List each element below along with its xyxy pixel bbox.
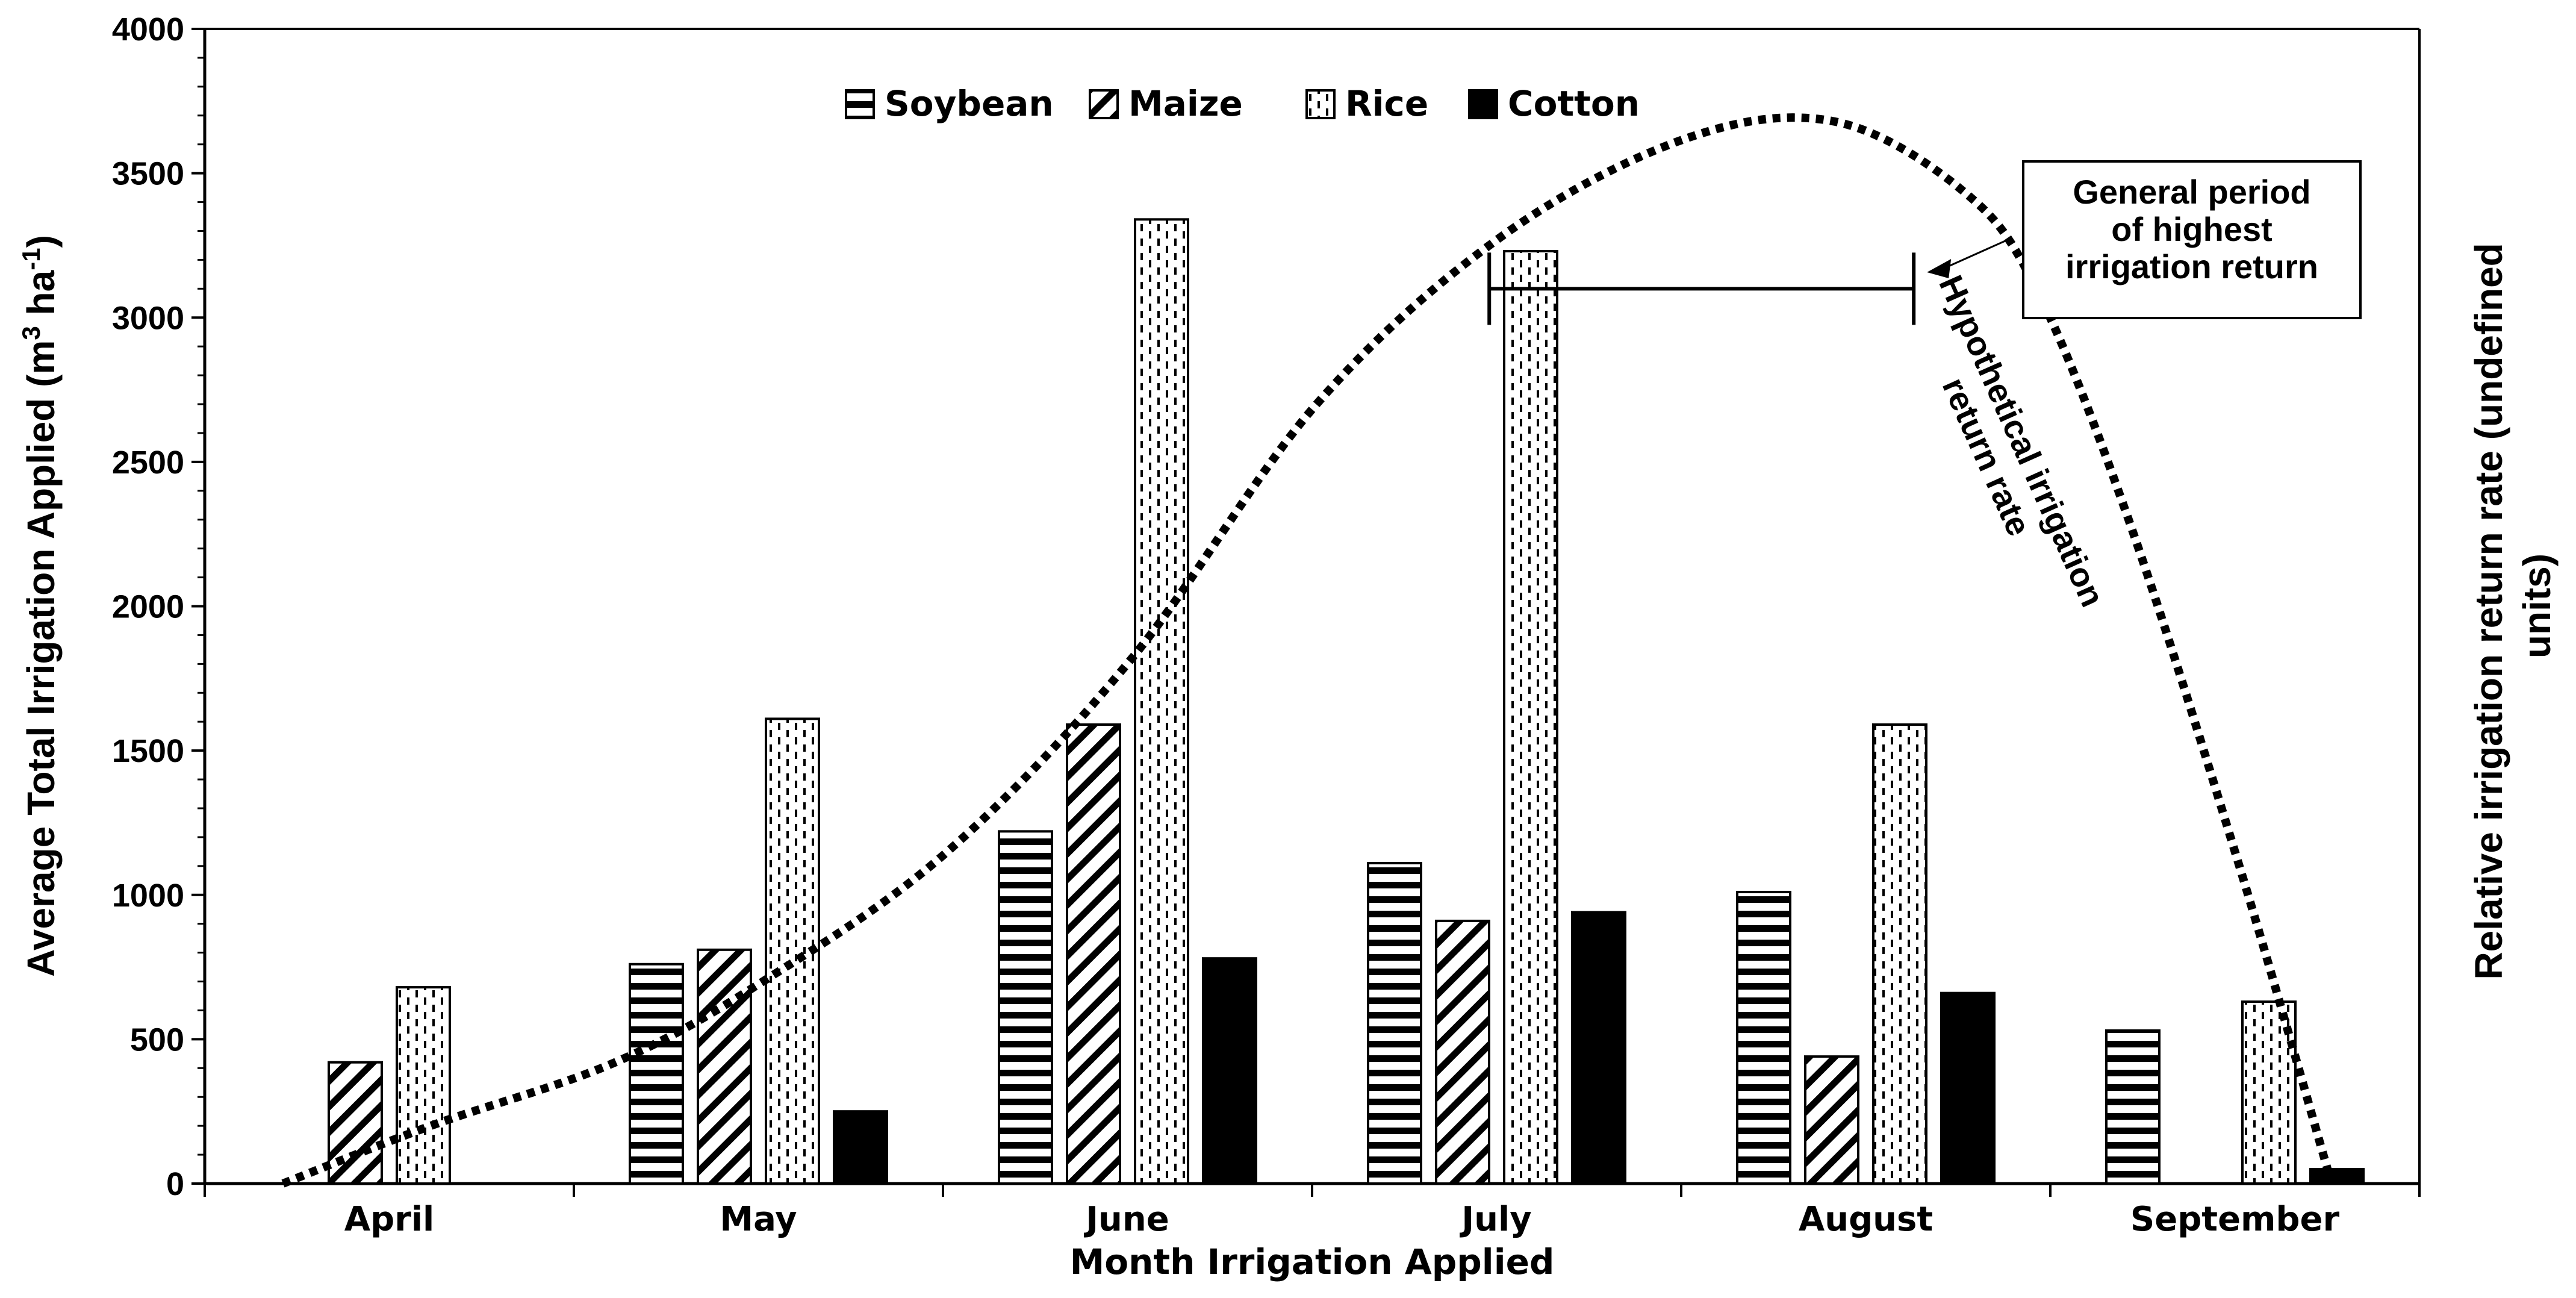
bar-soybean-june bbox=[998, 830, 1053, 1185]
bar-soybean-september bbox=[2105, 1029, 2161, 1185]
y-tick-label: 3500 bbox=[112, 156, 184, 192]
y-axis-title-main: Average Total Irrigation Applied (m bbox=[19, 340, 63, 977]
y-tick-label: 500 bbox=[130, 1022, 184, 1058]
y-tick-label: 0 bbox=[166, 1166, 184, 1202]
bar-maize-august bbox=[1804, 1055, 1859, 1185]
legend-swatch-rice bbox=[1305, 89, 1336, 119]
bar-soybean-august bbox=[1736, 890, 1791, 1185]
bar-rice-july bbox=[1503, 250, 1558, 1185]
bar-cotton-july bbox=[1571, 911, 1626, 1185]
legend-swatch-maize bbox=[1089, 89, 1119, 119]
annotation-text-line: irrigation return bbox=[2065, 248, 2318, 285]
bar-cotton-june bbox=[1202, 957, 1257, 1185]
x-tick-label: April bbox=[344, 1200, 434, 1239]
x-tick-label: August bbox=[1799, 1200, 1933, 1239]
bar-rice-april bbox=[396, 986, 451, 1185]
x-tick-label: July bbox=[1459, 1200, 1531, 1239]
y2-axis-title: Relative irrigation return rate (undefin… bbox=[2467, 232, 2559, 979]
x-ticks: April May June July August September bbox=[204, 1184, 2421, 1239]
bar-cotton-august bbox=[1940, 991, 1996, 1185]
bar-cotton-september bbox=[2309, 1168, 2365, 1185]
legend-label-maize: Maize bbox=[1128, 83, 1243, 124]
x-tick-label: September bbox=[2130, 1200, 2340, 1239]
legend-label-soybean: Soybean bbox=[885, 83, 1054, 124]
bar-rice-august bbox=[1872, 723, 1927, 1185]
legend-swatch-soybean bbox=[845, 89, 875, 119]
x-tick-label: May bbox=[720, 1200, 797, 1239]
annotation-text-line: General period bbox=[2073, 173, 2310, 211]
bar-cotton-may bbox=[833, 1110, 888, 1185]
bar-maize-july bbox=[1435, 919, 1490, 1185]
y-axis-title-sup2: -1 bbox=[17, 248, 45, 270]
curve-label-line1: Hypothetical irrigation bbox=[1932, 270, 2112, 613]
annotation-arrowhead-icon bbox=[1927, 259, 1952, 278]
bar-rice-june bbox=[1134, 218, 1189, 1185]
y-tick-label: 1000 bbox=[112, 878, 184, 914]
y-ticks: 0 500 1000 1500 2000 2500 3000 3500 4000 bbox=[112, 11, 205, 1202]
y-tick-label: 2500 bbox=[112, 445, 184, 481]
y-tick-label: 1500 bbox=[112, 733, 184, 769]
x-axis-title: Month Irrigation Applied bbox=[1070, 1241, 1555, 1282]
y-axis-title-sup1: 3 bbox=[17, 326, 45, 340]
bars bbox=[328, 218, 2365, 1185]
bar-soybean-july bbox=[1367, 862, 1422, 1185]
annotation-text-line: of highest bbox=[2111, 210, 2273, 248]
bar-maize-april bbox=[328, 1061, 383, 1185]
y-tick-label: 3000 bbox=[112, 300, 184, 336]
bar-soybean-may bbox=[629, 963, 684, 1185]
x-tick-label: June bbox=[1083, 1200, 1169, 1239]
y-tick-label: 4000 bbox=[112, 11, 184, 48]
legend: Soybean Maize Rice Cotton bbox=[845, 83, 1640, 124]
bar-maize-may bbox=[697, 948, 752, 1185]
y-tick-label: 2000 bbox=[112, 589, 184, 625]
y-axis-title: Average Total Irrigation Applied (m3 ha-… bbox=[17, 235, 63, 977]
y2-axis-title-line1: Relative irrigation return rate (undefin… bbox=[2467, 243, 2510, 979]
curve-label: Hypothetical irrigationreturn rate bbox=[1897, 270, 2112, 628]
legend-swatch-cotton bbox=[1468, 89, 1498, 119]
legend-label-rice: Rice bbox=[1345, 83, 1428, 124]
y2-axis-title-line2: units) bbox=[2515, 554, 2559, 658]
y-axis-title-end: ) bbox=[19, 235, 63, 248]
bar-maize-june bbox=[1066, 723, 1121, 1185]
annotation-box bbox=[2022, 160, 2362, 319]
legend-label-cotton: Cotton bbox=[1508, 83, 1640, 124]
y-axis-title-mid: ha bbox=[19, 270, 63, 326]
